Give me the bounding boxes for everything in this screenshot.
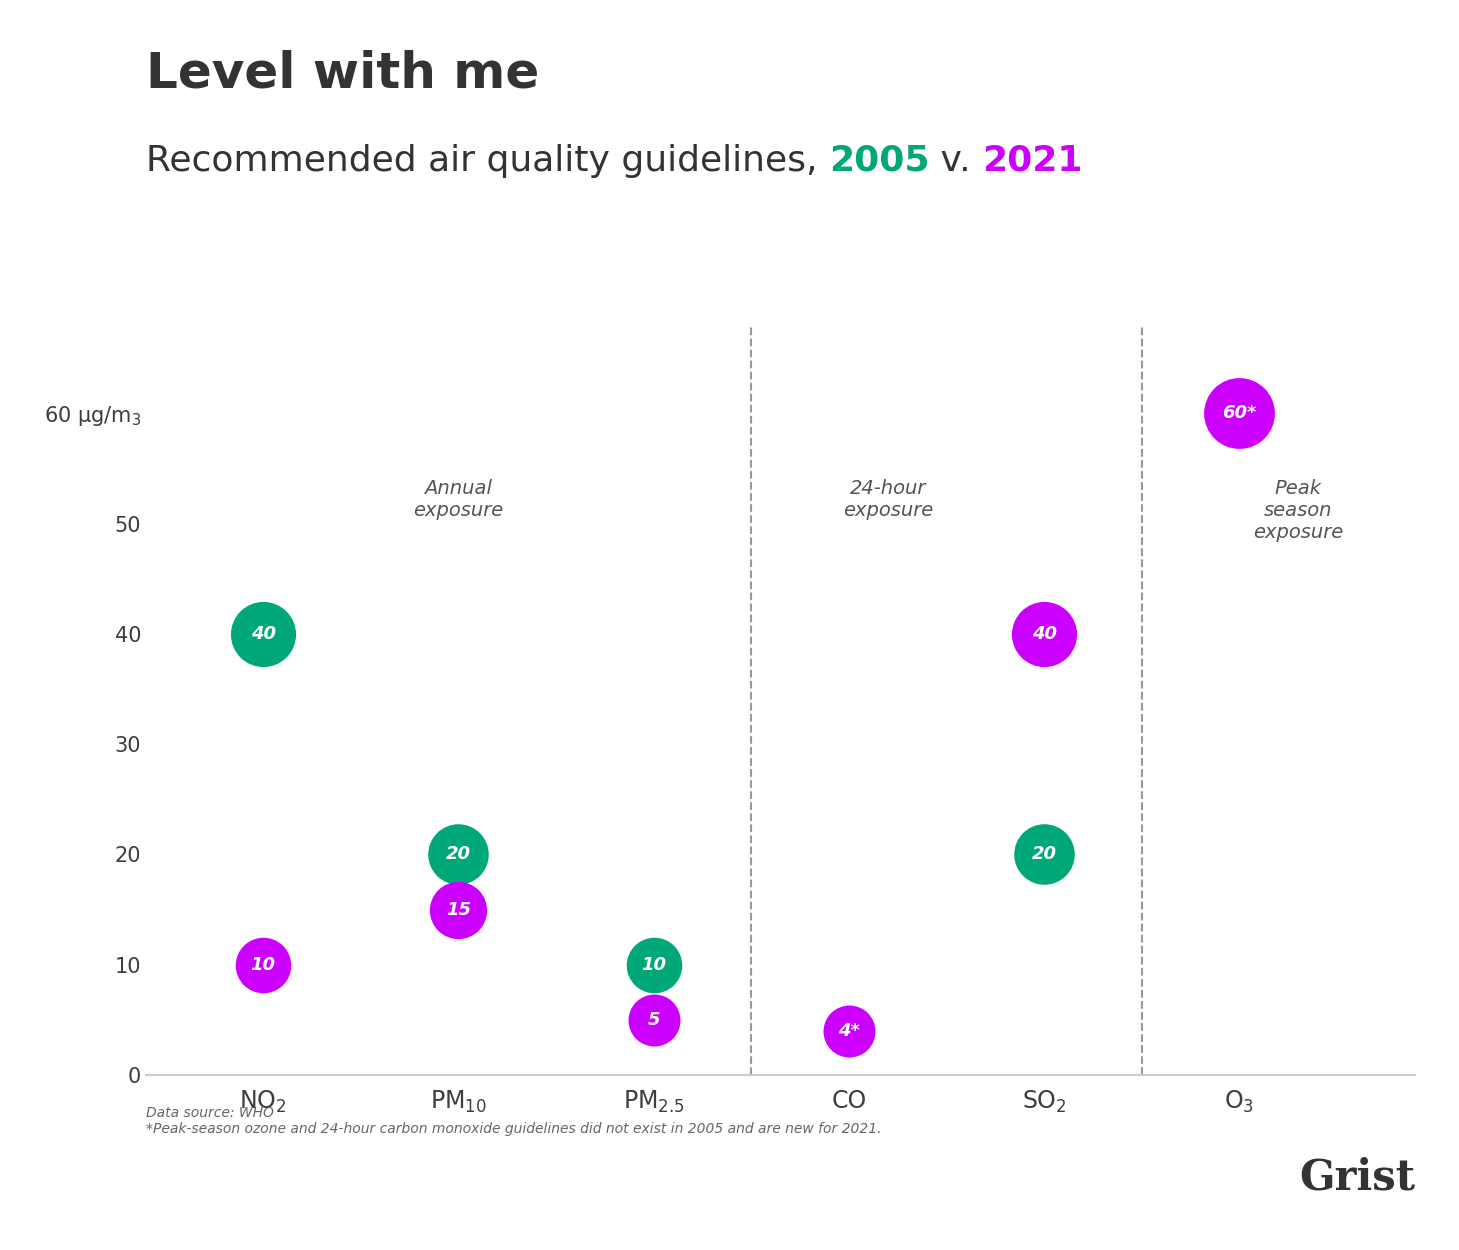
Text: 40: 40 <box>1032 625 1056 642</box>
Point <box>1033 624 1056 644</box>
Text: Grist: Grist <box>1299 1156 1415 1199</box>
Point <box>837 1021 861 1041</box>
Text: Data source: WHO
*Peak-season ozone and 24-hour carbon monoxide guidelines did n: Data source: WHO *Peak-season ozone and … <box>146 1106 881 1136</box>
Point <box>446 845 470 865</box>
Text: 4*: 4* <box>837 1022 859 1040</box>
Point <box>446 900 470 920</box>
Point <box>642 1010 665 1030</box>
Text: Level with me: Level with me <box>146 50 540 98</box>
Text: 2005: 2005 <box>829 144 929 177</box>
Point <box>1228 404 1252 424</box>
Point <box>1033 845 1056 865</box>
Text: v.: v. <box>929 144 982 177</box>
Point <box>642 955 665 975</box>
Point <box>251 624 274 644</box>
Text: 2021: 2021 <box>982 144 1083 177</box>
Point <box>251 955 274 975</box>
Text: 24-hour
exposure: 24-hour exposure <box>843 480 934 520</box>
Text: 10: 10 <box>641 956 667 974</box>
Text: 10: 10 <box>251 956 276 974</box>
Text: Annual
exposure: Annual exposure <box>413 480 503 520</box>
Text: 60*: 60* <box>1223 404 1256 422</box>
Text: 15: 15 <box>446 900 471 919</box>
Text: Peak
season
exposure: Peak season exposure <box>1253 480 1344 542</box>
Text: 20: 20 <box>446 845 471 864</box>
Text: 20: 20 <box>1032 845 1056 864</box>
Text: Recommended air quality guidelines,: Recommended air quality guidelines, <box>146 144 829 177</box>
Text: 40: 40 <box>251 625 276 642</box>
Text: 5: 5 <box>648 1011 659 1029</box>
